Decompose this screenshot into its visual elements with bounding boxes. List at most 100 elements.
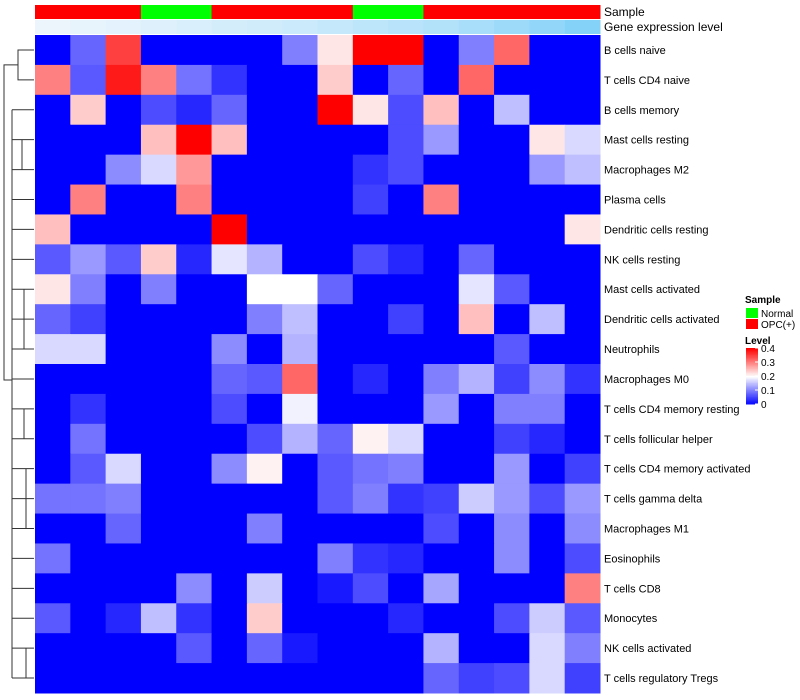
colorbar-segment: [746, 380, 758, 383]
sample-track-cell: [35, 5, 71, 19]
heatmap-cell: [211, 423, 248, 455]
heatmap-cell: [317, 184, 354, 215]
heatmap-cell: [529, 214, 566, 245]
heatmap-cell: [105, 184, 142, 215]
heatmap-cell: [246, 35, 283, 66]
heatmap-cell: [494, 154, 530, 186]
heatmap-cell: [140, 184, 177, 215]
expression-track-cell: [176, 20, 213, 34]
heatmap-cell: [317, 214, 354, 245]
heatmap-cell: [388, 35, 424, 66]
heatmap-cell: [423, 393, 460, 425]
heatmap-cell: [70, 64, 107, 96]
expression-track-cell: [35, 20, 71, 34]
heatmap-cell: [105, 364, 142, 395]
heatmap-cell: [529, 35, 566, 66]
row-labels: B cells naive T cells CD4 naive B cells me…: [604, 45, 751, 685]
heatmap-cell: [282, 663, 318, 694]
heatmap-cell: [458, 154, 495, 186]
heatmap-cell: [282, 94, 318, 126]
sample-track-cell: [176, 5, 213, 19]
heatmap-cell: [35, 64, 71, 96]
heatmap-cell: [317, 483, 354, 515]
heatmap-cell: [246, 184, 283, 215]
row-label: Monocytes: [604, 613, 658, 625]
heatmap-cell: [317, 124, 354, 156]
heatmap-cell: [70, 573, 107, 604]
heatmap-cell: [105, 334, 142, 365]
colorbar-segment: [746, 399, 758, 402]
heatmap-cell: [70, 274, 107, 305]
heatmap-cell: [140, 513, 177, 544]
heatmap-cell: [352, 633, 389, 664]
heatmap-cell: [246, 483, 283, 515]
heatmap-cell: [388, 334, 424, 365]
heatmap-cell: [35, 663, 71, 694]
heatmap-cell: [176, 214, 213, 245]
heatmap-cell: [317, 244, 354, 275]
heatmap-cell: [388, 423, 424, 455]
heatmap-cell: [458, 483, 495, 515]
heatmap-cell: [70, 304, 107, 335]
heatmap-cell: [35, 184, 71, 215]
heatmap-cell: [388, 64, 424, 96]
heatmap-cell: [352, 274, 389, 305]
heatmap-cell: [140, 94, 177, 126]
heatmap-cell: [564, 124, 601, 156]
heatmap-cell: [35, 124, 71, 156]
heatmap-cell: [35, 633, 71, 664]
sample-annotation-track: [35, 5, 601, 19]
heatmap-cell: [246, 94, 283, 126]
heatmap-cell: [105, 154, 142, 186]
legend-entry-label: Normal: [761, 309, 793, 320]
heatmap-cell: [529, 573, 566, 604]
heatmap-cell: [70, 35, 107, 66]
heatmap-cell: [176, 94, 213, 126]
heatmap-cell: [246, 513, 283, 544]
sample-track-cell: [282, 5, 318, 19]
heatmap-cell: [35, 154, 71, 186]
heatmap-cell: [140, 423, 177, 455]
heatmap-cell: [529, 124, 566, 156]
heatmap-cell: [458, 364, 495, 395]
heatmap-cell: [246, 543, 283, 574]
expression-track-cell: [458, 20, 495, 34]
heatmap-cell: [105, 64, 142, 96]
heatmap-cell: [176, 483, 213, 515]
heatmap-cell: [423, 663, 460, 694]
heatmap-cell: [176, 244, 213, 275]
heatmap-cell: [388, 663, 424, 694]
heatmap-cell: [494, 663, 530, 694]
heatmap-cell: [494, 603, 530, 634]
colorbar-segment: [746, 371, 758, 374]
heatmap-cell: [388, 94, 424, 126]
colorbar-tick-label: 0.1: [761, 386, 775, 397]
heatmap-cell: [282, 244, 318, 275]
heatmap-cell: [105, 244, 142, 275]
row-label: T cells CD4 memory activated: [604, 464, 751, 476]
heatmap-cell: [176, 543, 213, 574]
heatmap-cell: [35, 244, 71, 275]
heatmap-cell: [176, 304, 213, 335]
heatmap-cell: [211, 364, 248, 395]
heatmap-cell: [70, 364, 107, 395]
heatmap-cell: [211, 513, 248, 544]
heatmap-cell: [494, 453, 530, 485]
expression-track-cell: [388, 20, 424, 34]
heatmap-cell: [246, 573, 283, 604]
heatmap-cell: [564, 513, 601, 544]
heatmap-cell: [352, 393, 389, 425]
heatmap-cell: [282, 513, 318, 544]
heatmap-cell: [70, 423, 107, 455]
heatmap-cell: [105, 603, 142, 634]
heatmap-cell: [211, 154, 248, 186]
heatmap-cell: [458, 214, 495, 245]
colorbar-segment: [746, 387, 758, 390]
heatmap-cell: [176, 364, 213, 395]
heatmap-cell: [529, 483, 566, 515]
heatmap-cell: [246, 64, 283, 96]
heatmap-cell: [458, 334, 495, 365]
colorbar-segment: [746, 357, 758, 360]
heatmap-cell: [105, 393, 142, 425]
heatmap-cell: [529, 423, 566, 455]
